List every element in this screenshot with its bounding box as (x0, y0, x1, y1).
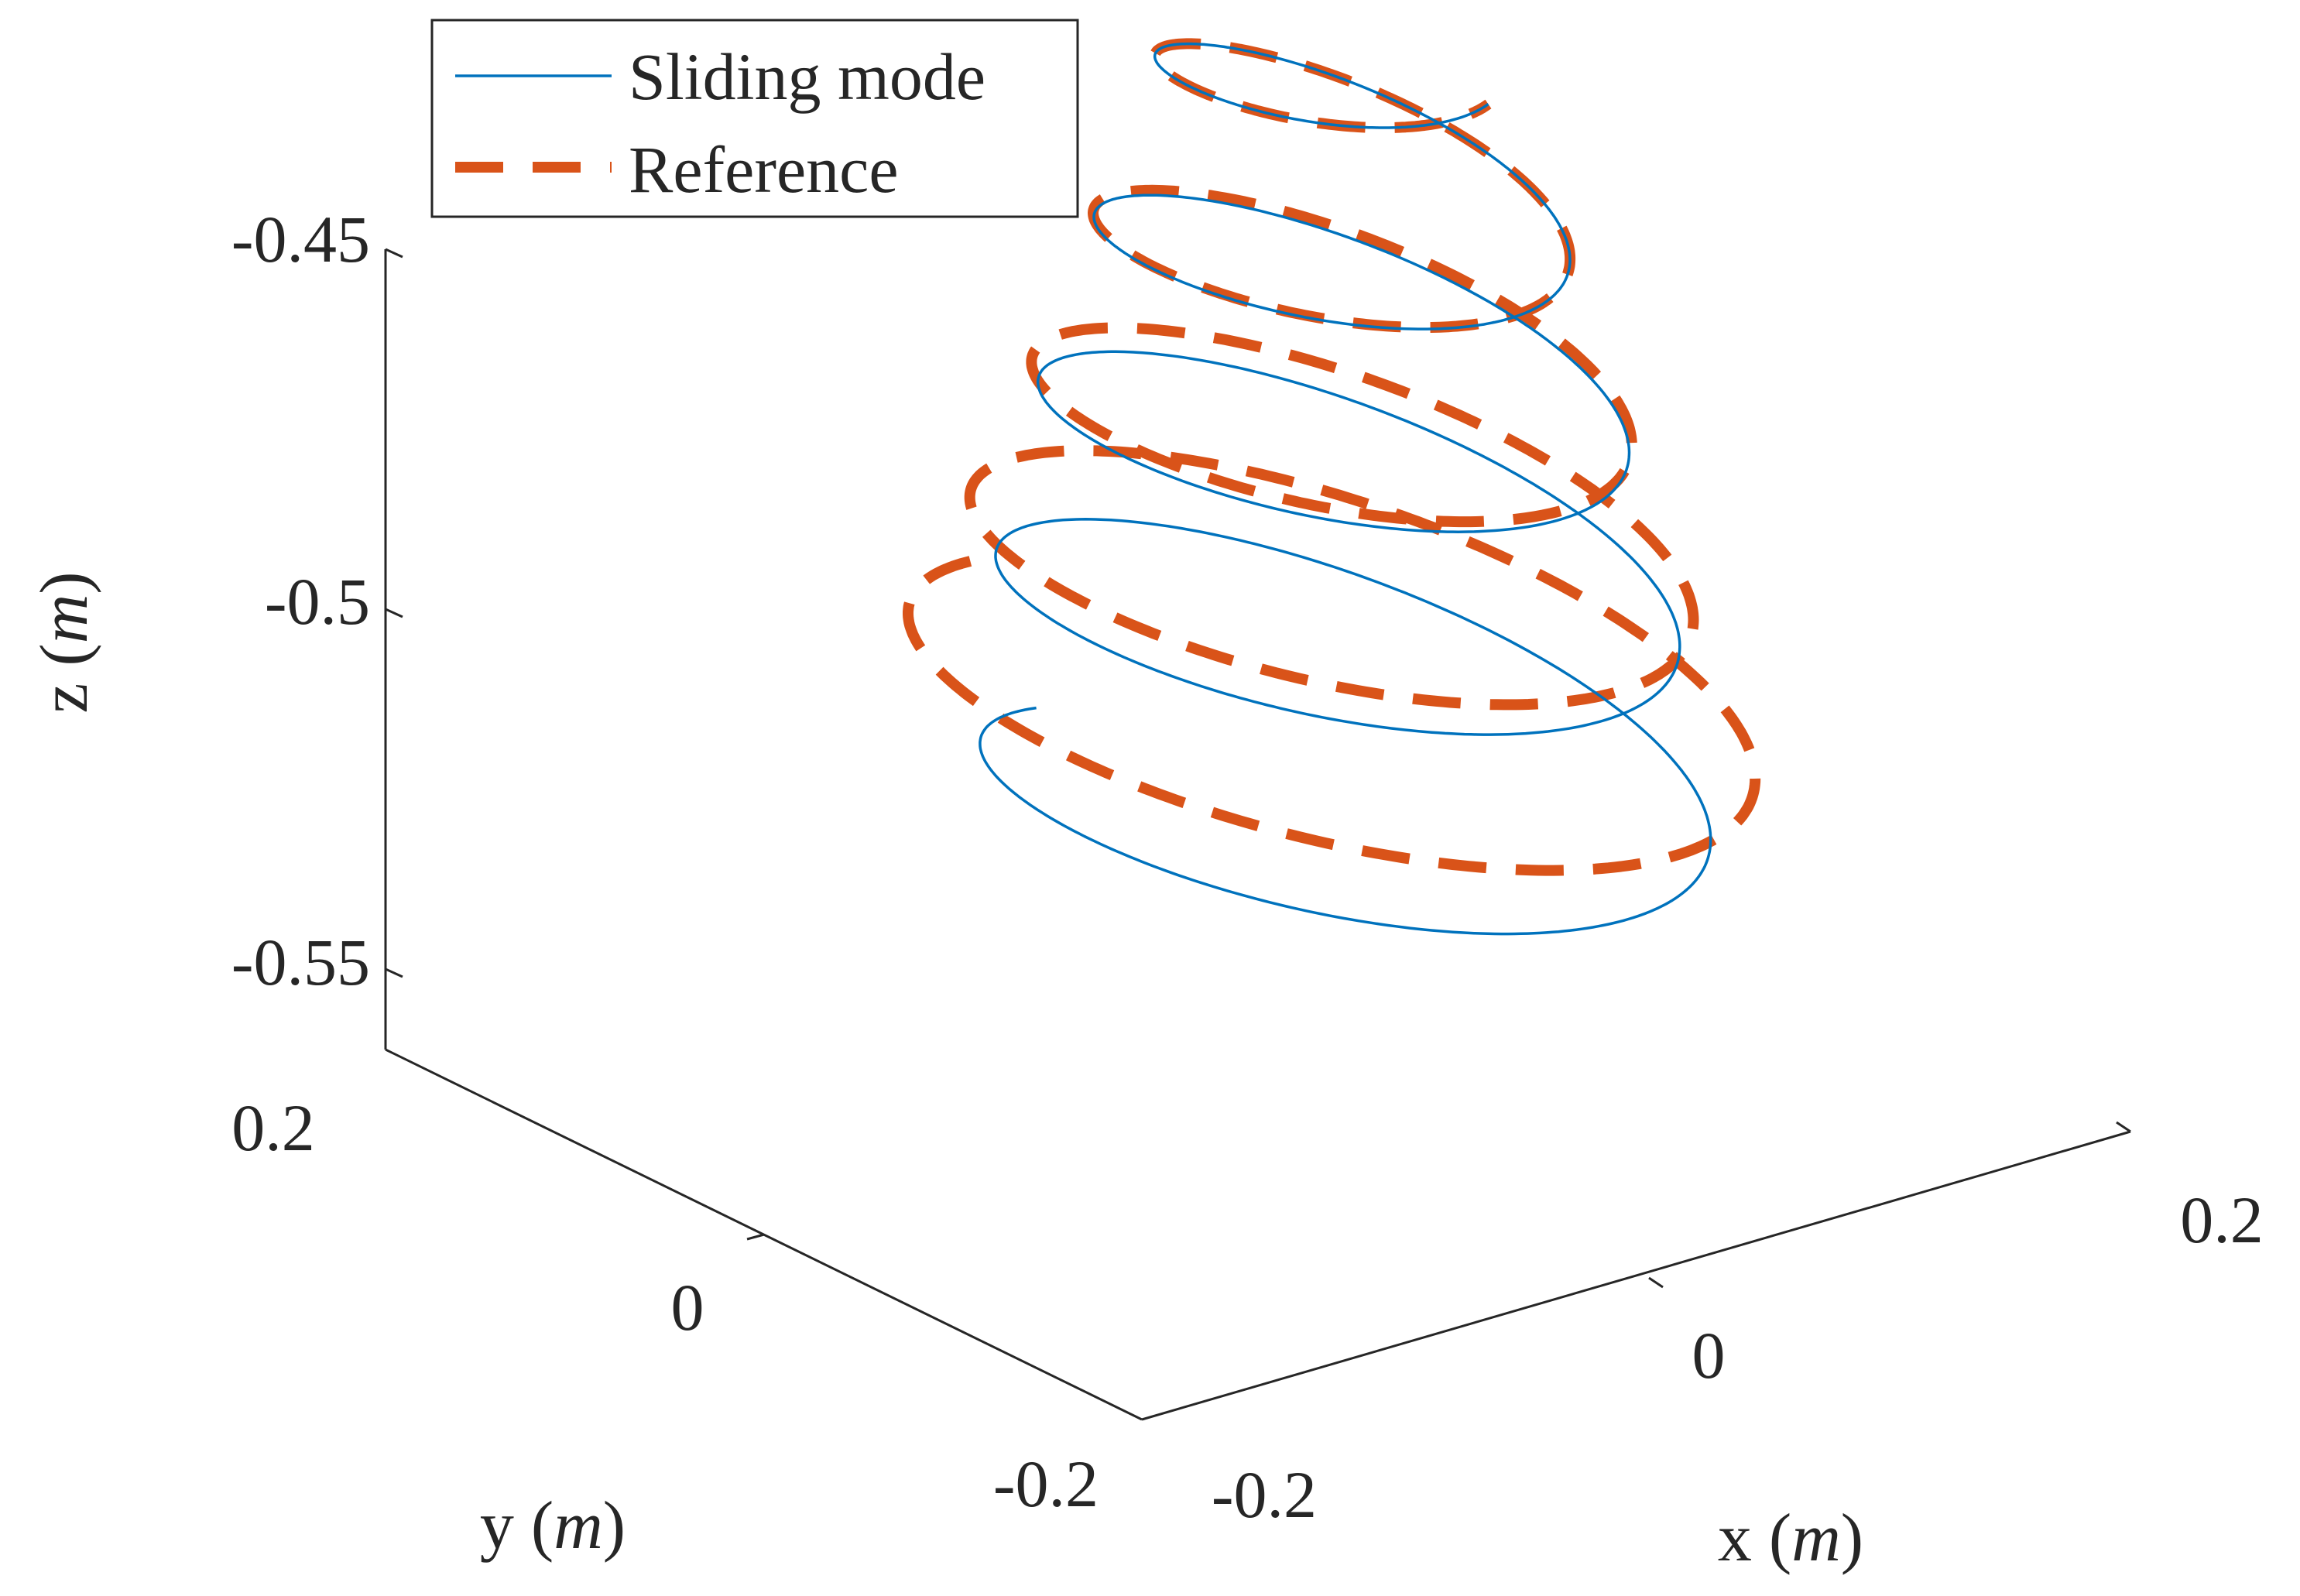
x-tick-mark (1648, 1276, 1664, 1289)
y-tick-label: -0.2 (993, 1447, 1099, 1521)
x-tick-mark (2116, 1121, 2131, 1133)
series-line-sliding-mode (979, 42, 1712, 936)
y-axis-label-unit: m (554, 1488, 603, 1563)
y-axis-label-close: ) (603, 1488, 626, 1563)
z-tick-label: -0.45 (231, 202, 370, 276)
z-axis-label-name: z (27, 683, 102, 714)
y-tick-label: 0.2 (231, 1091, 315, 1165)
legend-label-reference: Reference (629, 132, 899, 207)
z-axis-label-unit: m (27, 594, 102, 644)
y-tick-label: 0 (671, 1270, 704, 1344)
legend: Sliding mode Reference (430, 19, 1079, 218)
legend-label-sliding-mode: Sliding mode (629, 39, 985, 114)
x-axis-label-name: x (1718, 1501, 1752, 1576)
z-axis-label-open: ( (27, 643, 102, 683)
x-axis-line (1141, 1130, 2131, 1421)
x-axis-label-close: ) (1841, 1501, 1863, 1576)
legend-box (430, 19, 1079, 218)
z-tick-mark (385, 608, 403, 618)
series-group (903, 38, 1761, 936)
y-axis-label-open: ( (514, 1488, 554, 1563)
z-tick-label: -0.55 (231, 925, 370, 999)
y-axis-label: y (m) (480, 1488, 626, 1563)
x-tick-label: 0.2 (2180, 1183, 2264, 1257)
z-tick-mark (385, 968, 403, 978)
z-tick-label: -0.5 (265, 564, 370, 639)
z-axis-label-close: ) (27, 571, 102, 594)
x-axis-label-open: ( (1752, 1501, 1791, 1576)
y-tick-mark (746, 1233, 765, 1241)
z-axis-label: z (m) (27, 571, 102, 713)
z-tick-mark (385, 248, 403, 259)
x-tick-label: -0.2 (1212, 1457, 1317, 1532)
x-tick-label: 0 (1692, 1318, 1726, 1392)
x-axis-label-unit: m (1791, 1501, 1841, 1576)
y-axis-label-name: y (480, 1488, 514, 1563)
x-axis-label: x (m) (1718, 1501, 1863, 1576)
